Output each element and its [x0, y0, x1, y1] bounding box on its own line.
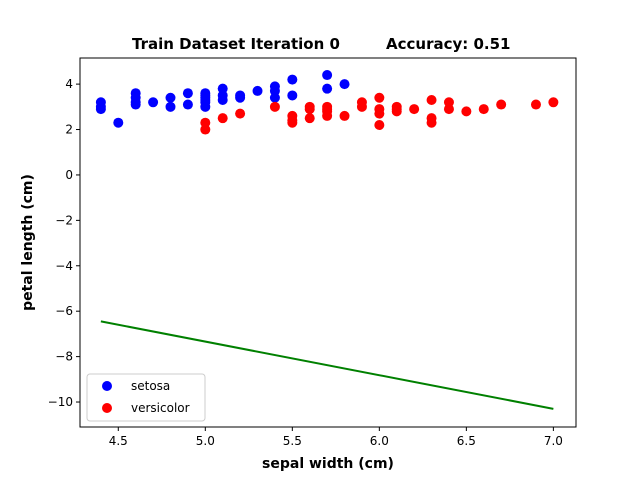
setosa-point — [130, 88, 141, 99]
versicolor-point — [409, 104, 420, 115]
versicolor-point — [426, 113, 437, 124]
plot-area — [95, 70, 559, 410]
setosa-point — [235, 90, 246, 101]
versicolor-point — [269, 101, 280, 112]
setosa-point — [339, 79, 350, 90]
y-tick-label: −6 — [55, 304, 73, 318]
versicolor-point — [443, 97, 454, 108]
versicolor-point — [374, 104, 385, 115]
versicolor-point — [548, 97, 559, 108]
setosa-point — [217, 83, 228, 94]
versicolor-point — [426, 95, 437, 106]
x-axis-label: sepal width (cm) — [262, 456, 394, 472]
versicolor-point — [530, 99, 541, 110]
setosa-point — [287, 90, 298, 101]
setosa-point — [165, 101, 176, 112]
x-tick-label: 6.5 — [457, 434, 476, 448]
versicolor-point — [339, 110, 350, 121]
setosa-point — [322, 83, 333, 94]
versicolor-point — [478, 104, 489, 115]
y-tick-label: 0 — [65, 168, 73, 182]
versicolor-point — [200, 117, 211, 128]
setosa-point — [322, 70, 333, 81]
y-tick-label: −4 — [55, 259, 73, 273]
setosa-point — [182, 88, 193, 99]
versicolor-point — [217, 113, 228, 124]
legend-marker-setosa — [102, 381, 112, 391]
legend-label-setosa: setosa — [131, 379, 170, 393]
setosa-point — [113, 117, 124, 128]
versicolor-point — [287, 110, 298, 121]
x-tick-label: 4.5 — [109, 434, 128, 448]
versicolor-point — [461, 106, 472, 117]
versicolor-point — [496, 99, 507, 110]
y-axis-label: petal length (cm) — [20, 174, 36, 311]
versicolor-point — [391, 101, 402, 112]
setosa-point — [269, 81, 280, 92]
versicolor-point — [304, 101, 315, 112]
setosa-point — [95, 97, 106, 108]
x-tick-label: 5.0 — [196, 434, 215, 448]
chart-title-accuracy: Accuracy: 0.51 — [386, 35, 511, 53]
y-tick-label: −10 — [48, 395, 73, 409]
chart-title: Train Dataset Iteration 0 Accuracy: 0.51 — [132, 35, 511, 53]
y-tick-label: −8 — [55, 350, 73, 364]
y-tick-label: 2 — [65, 123, 73, 137]
x-tick-label: 6.0 — [370, 434, 389, 448]
versicolor-point — [356, 97, 367, 108]
x-axis-ticks: 4.5 5.0 5.5 6.0 6.5 7.0 — [109, 427, 563, 448]
y-tick-label: −2 — [55, 213, 73, 227]
versicolor-point — [304, 113, 315, 124]
setosa-point — [287, 74, 298, 85]
legend-frame — [86, 373, 206, 422]
legend-label-versicolor: versicolor — [131, 401, 190, 415]
setosa-point — [252, 85, 263, 96]
versicolor-point — [322, 101, 333, 112]
setosa-point — [165, 92, 176, 103]
versicolor-point — [374, 119, 385, 130]
setosa-point — [148, 97, 159, 108]
legend: setosa versicolor — [86, 373, 206, 422]
versicolor-point — [374, 92, 385, 103]
versicolor-point — [235, 108, 246, 119]
legend-marker-versicolor — [102, 403, 112, 413]
setosa-point — [200, 88, 211, 99]
y-axis-ticks: 4 2 0 −2 −4 −6 −8 −10 — [48, 77, 80, 409]
x-tick-label: 7.0 — [544, 434, 563, 448]
axes-frame — [79, 57, 577, 428]
chart-title-left: Train Dataset Iteration 0 — [132, 35, 340, 53]
x-tick-label: 5.5 — [283, 434, 302, 448]
y-tick-label: 4 — [65, 77, 73, 91]
decision-boundary-line — [100, 320, 554, 410]
setosa-point — [182, 99, 193, 110]
